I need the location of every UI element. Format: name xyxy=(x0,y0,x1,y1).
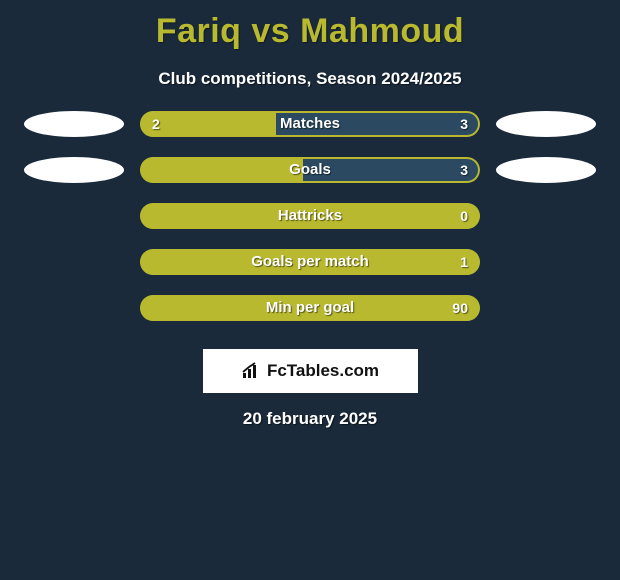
stat-bar: Goals per match1 xyxy=(140,249,480,275)
stat-label: Hattricks xyxy=(140,203,480,229)
attribution-badge: FcTables.com xyxy=(203,349,418,393)
comparison-infographic: Fariq vs Mahmoud Club competitions, Seas… xyxy=(0,0,620,429)
stat-right-value: 90 xyxy=(452,295,468,321)
player-right-marker xyxy=(496,157,596,183)
chart-row: 2Matches3 xyxy=(10,111,610,137)
page-title: Fariq vs Mahmoud xyxy=(156,12,464,51)
comparison-chart: 2Matches3Goals3Hattricks0Goals per match… xyxy=(10,111,610,341)
player-left-marker xyxy=(24,111,124,137)
stat-right-value: 1 xyxy=(460,249,468,275)
chart-row: Goals per match1 xyxy=(10,249,610,275)
chart-row: Goals3 xyxy=(10,157,610,183)
stat-label: Min per goal xyxy=(140,295,480,321)
chart-row: Min per goal90 xyxy=(10,295,610,321)
player-left-marker xyxy=(24,157,124,183)
stat-label: Goals per match xyxy=(140,249,480,275)
attribution-text: FcTables.com xyxy=(267,361,379,381)
stat-right-value: 0 xyxy=(460,203,468,229)
page-subtitle: Club competitions, Season 2024/2025 xyxy=(158,69,461,89)
stat-label: Goals xyxy=(140,157,480,183)
stat-bar: Goals3 xyxy=(140,157,480,183)
stat-bar: Min per goal90 xyxy=(140,295,480,321)
chart-row: Hattricks0 xyxy=(10,203,610,229)
stat-bar: 2Matches3 xyxy=(140,111,480,137)
stat-right-value: 3 xyxy=(460,157,468,183)
stat-right-value: 3 xyxy=(460,111,468,137)
stat-label: Matches xyxy=(140,111,480,137)
footer-date: 20 february 2025 xyxy=(243,409,377,429)
bar-chart-icon xyxy=(241,362,261,380)
player-right-marker xyxy=(496,111,596,137)
stat-bar: Hattricks0 xyxy=(140,203,480,229)
